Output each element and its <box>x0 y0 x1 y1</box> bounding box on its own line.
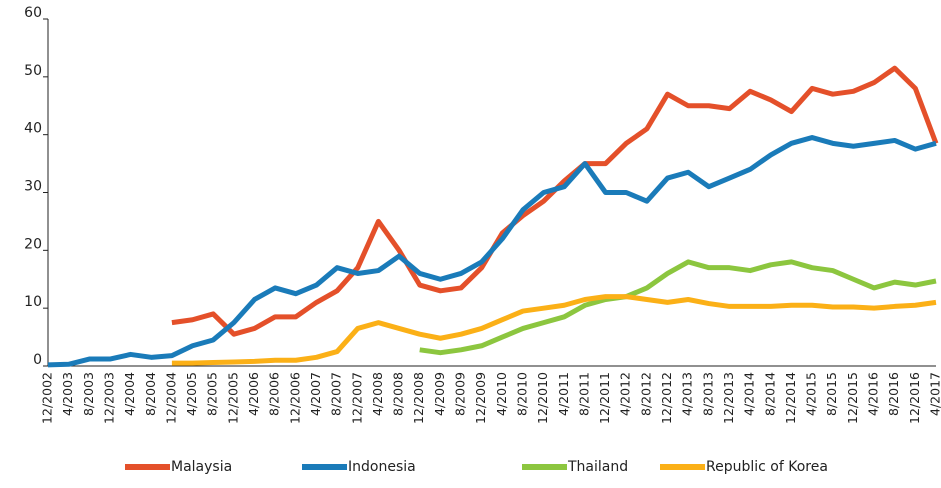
x-tick-label: 8/2003 <box>81 372 96 416</box>
x-tick-label: 12/2013 <box>721 372 736 424</box>
line-series <box>48 138 936 365</box>
line-series <box>172 297 936 364</box>
y-tick-label: 50 <box>24 63 42 79</box>
x-tick-label: 12/2002 <box>40 372 55 424</box>
x-tick-label: 4/2007 <box>308 372 323 416</box>
legend-label: Indonesia <box>348 459 416 475</box>
x-tick-label: 12/2008 <box>411 372 426 424</box>
x-tick-label: 4/2008 <box>370 372 385 416</box>
x-tick-label: 12/2016 <box>907 372 922 424</box>
x-tick-label: 12/2011 <box>597 372 612 424</box>
x-tick-label: 8/2012 <box>638 372 653 416</box>
x-tick-label: 4/2010 <box>494 372 509 416</box>
x-tick-label: 8/2006 <box>267 372 282 416</box>
x-tick-label: 4/2005 <box>184 372 199 416</box>
x-tick-label: 12/2003 <box>101 372 116 424</box>
x-tick-label: 12/2004 <box>163 372 178 424</box>
legend-label: Republic of Korea <box>706 459 828 475</box>
x-tick-label: 8/2009 <box>453 372 468 416</box>
y-tick-label: 30 <box>24 179 42 195</box>
x-tick-label: 8/2010 <box>514 372 529 416</box>
y-tick-label: 60 <box>24 5 42 21</box>
x-tick-label: 4/2015 <box>804 372 819 416</box>
x-tick-label: 4/2004 <box>122 372 137 416</box>
x-tick-label: 8/2007 <box>329 372 344 416</box>
y-tick-label: 40 <box>24 121 42 137</box>
x-tick-label: 8/2005 <box>205 372 220 416</box>
x-tick-label: 8/2008 <box>391 372 406 416</box>
x-tick-label: 8/2016 <box>886 372 901 416</box>
legend-label: Malaysia <box>171 459 232 475</box>
x-tick-label: 4/2014 <box>742 372 757 416</box>
x-tick-label: 12/2010 <box>535 372 550 424</box>
y-tick-label: 0 <box>33 352 42 368</box>
line-series <box>172 68 936 334</box>
x-tick-label: 12/2009 <box>473 372 488 424</box>
x-tick-label: 12/2015 <box>845 372 860 424</box>
y-tick-label: 10 <box>24 294 42 310</box>
x-tick-label: 12/2006 <box>287 372 302 424</box>
x-tick-label: 4/2016 <box>866 372 881 416</box>
x-tick-label: 4/2017 <box>928 372 941 416</box>
x-tick-label: 8/2011 <box>576 372 591 416</box>
x-tick-label: 12/2007 <box>349 372 364 424</box>
legend-label: Thailand <box>567 459 628 475</box>
y-tick-label: 20 <box>24 236 42 252</box>
x-tick-label: 8/2004 <box>143 372 158 416</box>
x-tick-label: 8/2015 <box>824 372 839 416</box>
x-tick-label: 8/2014 <box>762 372 777 416</box>
x-tick-label: 4/2013 <box>680 372 695 416</box>
x-tick-label: 4/2009 <box>432 372 447 416</box>
x-tick-label: 12/2005 <box>225 372 240 424</box>
x-tick-label: 8/2013 <box>700 372 715 416</box>
x-tick-label: 4/2011 <box>556 372 571 416</box>
x-tick-label: 12/2014 <box>783 372 798 424</box>
x-tick-label: 4/2006 <box>246 372 261 416</box>
x-tick-label: 4/2012 <box>618 372 633 416</box>
x-tick-label: 12/2012 <box>659 372 674 424</box>
x-tick-label: 4/2003 <box>60 372 75 416</box>
